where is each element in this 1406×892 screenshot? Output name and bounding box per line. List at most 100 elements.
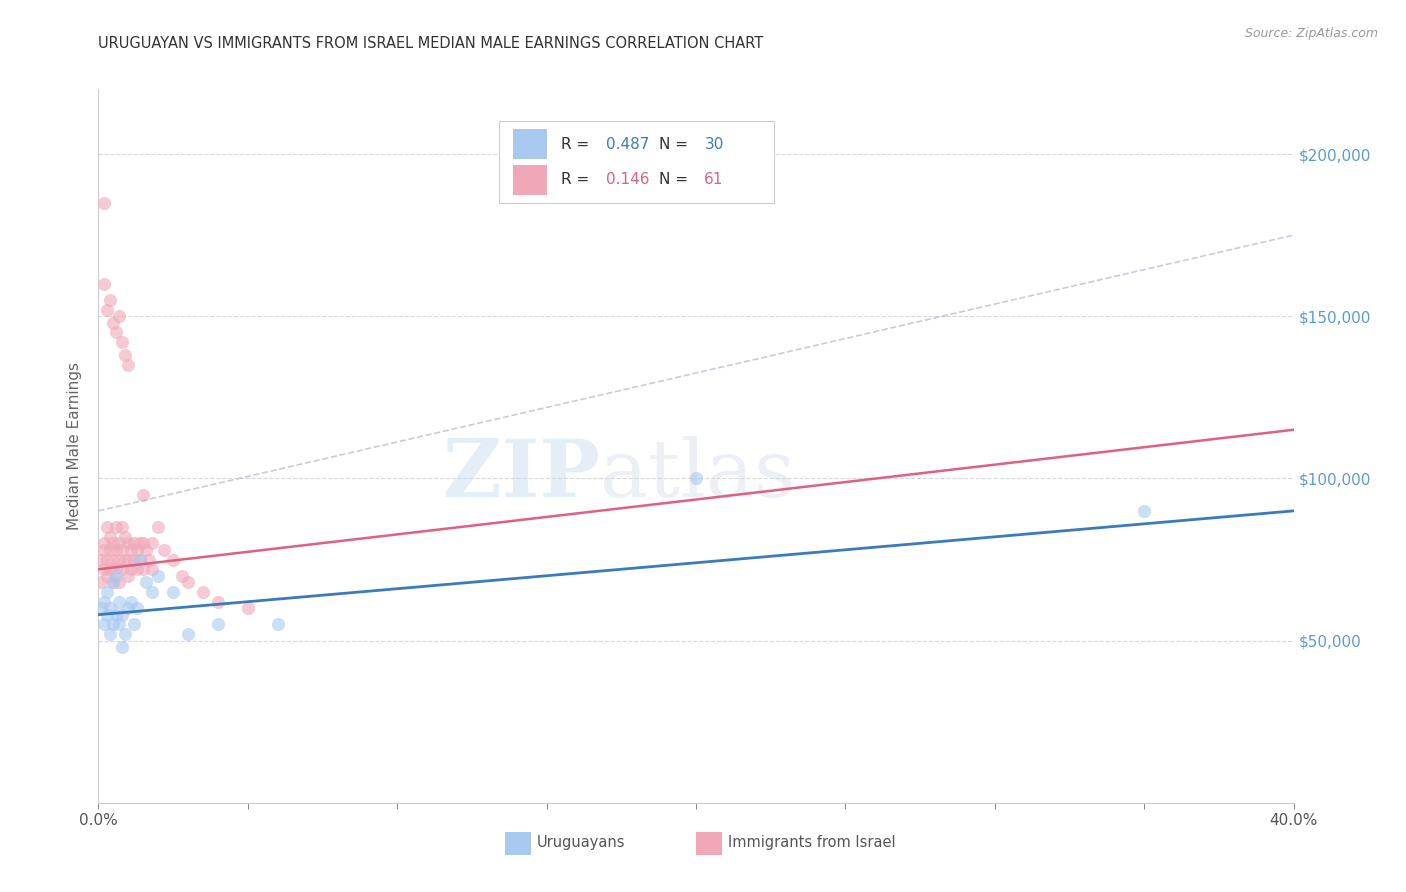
Text: N =: N = (659, 136, 693, 152)
Point (108, 617, 131, 632)
Point (127, 542, 149, 557)
Point (172, 568, 194, 582)
Point (127, 601, 149, 615)
Point (129, 552, 152, 566)
Text: atlas: atlas (600, 435, 796, 514)
Point (120, 542, 142, 557)
Point (207, 617, 229, 632)
Point (124, 617, 146, 632)
Point (98, 601, 122, 615)
Point (108, 310, 131, 324)
Point (103, 575, 125, 590)
Point (685, 471, 707, 485)
Bar (696, 832, 723, 855)
Text: Immigrants from Israel: Immigrants from Israel (728, 835, 896, 849)
Point (96, 552, 118, 566)
Point (148, 520, 170, 534)
Point (138, 552, 160, 566)
Point (153, 542, 176, 557)
Point (96, 568, 118, 582)
Text: R =: R = (561, 136, 595, 152)
Point (108, 552, 131, 566)
Point (98, 293, 122, 307)
Point (105, 520, 128, 534)
Point (207, 595, 229, 609)
Text: URUGUAYAN VS IMMIGRANTS FROM ISRAEL MEDIAN MALE EARNINGS CORRELATION CHART: URUGUAYAN VS IMMIGRANTS FROM ISRAEL MEDI… (98, 36, 763, 51)
Point (132, 488, 155, 502)
Point (111, 562, 134, 576)
Point (120, 562, 142, 576)
Point (124, 552, 146, 566)
Point (98, 542, 122, 557)
Point (129, 536, 152, 550)
Point (103, 617, 125, 632)
Point (93, 542, 115, 557)
Point (111, 640, 134, 654)
Point (105, 568, 128, 582)
Point (111, 335, 134, 350)
Bar (505, 832, 531, 855)
Point (148, 568, 170, 582)
Text: 61: 61 (704, 172, 724, 187)
Point (236, 601, 259, 615)
Point (93, 595, 115, 609)
Point (108, 536, 131, 550)
Point (98, 530, 122, 544)
Point (114, 627, 136, 641)
Point (191, 585, 214, 599)
Point (96, 607, 118, 622)
FancyBboxPatch shape (499, 121, 773, 203)
Text: ZIP: ZIP (443, 435, 600, 514)
Point (117, 568, 139, 582)
Point (108, 575, 131, 590)
Bar (513, 165, 547, 194)
Point (267, 617, 290, 632)
Point (98, 627, 122, 641)
Point (141, 585, 163, 599)
Point (105, 326, 128, 340)
Point (98, 562, 122, 576)
Point (162, 585, 184, 599)
Point (103, 316, 125, 330)
Point (111, 520, 134, 534)
Point (135, 575, 157, 590)
Text: N =: N = (659, 172, 693, 187)
Point (93, 277, 115, 291)
Point (114, 530, 136, 544)
Point (90, 552, 112, 566)
Point (105, 607, 128, 622)
Text: 30: 30 (704, 136, 724, 152)
Y-axis label: Median Male Earnings: Median Male Earnings (67, 362, 83, 530)
Point (129, 552, 152, 566)
Point (1133, 504, 1156, 518)
Point (93, 195, 115, 210)
Point (105, 562, 128, 576)
Point (141, 562, 163, 576)
Point (114, 348, 136, 362)
Point (117, 536, 139, 550)
Point (132, 562, 155, 576)
Point (114, 552, 136, 566)
Point (117, 358, 139, 372)
Bar (513, 129, 547, 159)
Text: R =: R = (561, 172, 595, 187)
Point (117, 552, 139, 566)
Point (108, 595, 131, 609)
Point (103, 575, 125, 590)
Point (124, 536, 146, 550)
Point (103, 552, 125, 566)
Point (177, 575, 200, 590)
Point (90, 601, 112, 615)
Point (96, 302, 118, 317)
Text: 0.146: 0.146 (606, 172, 650, 187)
Point (127, 562, 149, 576)
Point (96, 585, 118, 599)
Point (117, 601, 139, 615)
Point (93, 617, 115, 632)
Point (90, 575, 112, 590)
Point (103, 536, 125, 550)
Point (135, 542, 157, 557)
Point (96, 520, 118, 534)
Text: Source: ZipAtlas.com: Source: ZipAtlas.com (1244, 27, 1378, 40)
Point (132, 536, 155, 550)
